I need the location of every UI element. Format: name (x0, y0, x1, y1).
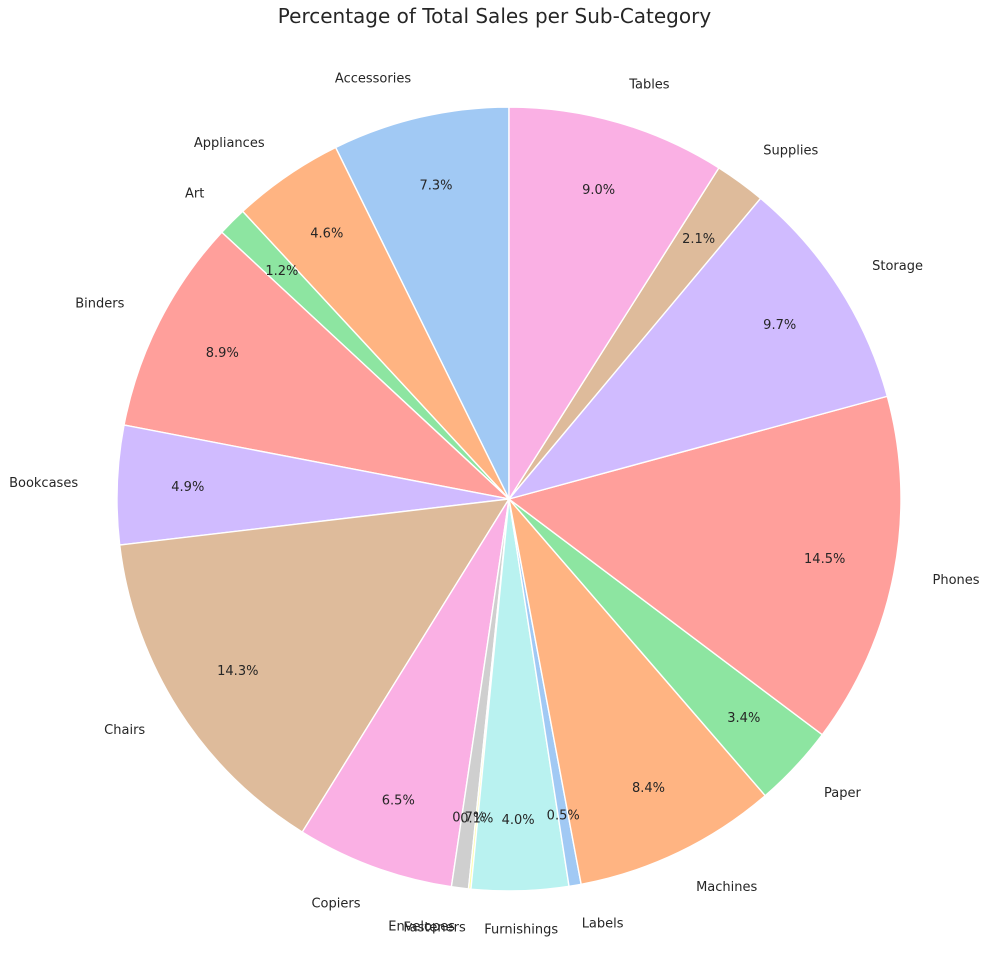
category-label-tables: Tables (628, 77, 670, 92)
slice-storage (507, 197, 889, 501)
percent-label-envelopes: 0.7% (452, 810, 485, 825)
category-label-appliances: Appliances (194, 136, 265, 151)
percent-label-machines: 8.4% (632, 781, 665, 796)
chart-title: Percentage of Total Sales per Sub-Catego… (277, 4, 712, 28)
percent-label-labels: 0.5% (547, 808, 580, 823)
slice-copiers (301, 498, 510, 888)
category-label-art: Art (185, 186, 204, 201)
percent-label-appliances: 4.6% (310, 227, 343, 242)
slice-binders (123, 231, 512, 501)
percent-label-supplies: 2.1% (682, 232, 715, 247)
percent-label-furnishings: 4.0% (502, 813, 535, 828)
percent-label-storage: 9.7% (763, 318, 796, 333)
category-label-fasteners: Fasteners (403, 921, 466, 936)
percent-labels-layer: 7.3% 4.6% 1.2% 8.9% 4.9% 14.3% 6.5% 0.7%0.1% 4.0… (171, 179, 845, 828)
category-label-chairs: Chairs (104, 723, 145, 738)
percent-label-phones: 14.5% (804, 552, 845, 567)
slice-chairs (118, 498, 511, 834)
percent-label-accessories: 7.3% (419, 179, 452, 194)
category-label-storage: Storage (872, 259, 923, 274)
category-label-phones: Phones (933, 573, 980, 588)
category-label-bookcases: Bookcases (9, 476, 78, 491)
category-label-furnishings: Furnishings (484, 923, 558, 938)
category-labels-layer: Accessories Appliances Art Binders Bookcases… (9, 72, 980, 938)
slices-layer (116, 106, 902, 892)
category-label-labels: Labels (582, 917, 624, 932)
category-label-envelopes: Envelopes (388, 919, 455, 934)
slice-machines (507, 496, 767, 886)
category-label-copiers: Copiers (311, 896, 360, 911)
percent-label-paper: 3.4% (727, 711, 760, 726)
slice-tables (508, 106, 720, 502)
category-label-supplies: Supplies (763, 143, 818, 158)
percent-label-bookcases: 4.9% (171, 480, 204, 495)
percent-label-copiers: 6.5% (382, 793, 415, 808)
percent-label-fasteners: 0.1% (460, 811, 493, 826)
percent-label-binders: 8.9% (206, 346, 239, 361)
percent-label-art: 1.2% (265, 264, 298, 279)
percent-label-tables: 9.0% (582, 183, 615, 198)
category-label-machines: Machines (696, 880, 757, 895)
category-label-paper: Paper (824, 786, 861, 801)
category-label-accessories: Accessories (335, 72, 411, 87)
slice-phones (507, 395, 902, 736)
percent-label-chairs: 14.3% (217, 664, 258, 679)
slice-accessories (334, 106, 510, 500)
category-label-binders: Binders (75, 297, 124, 312)
